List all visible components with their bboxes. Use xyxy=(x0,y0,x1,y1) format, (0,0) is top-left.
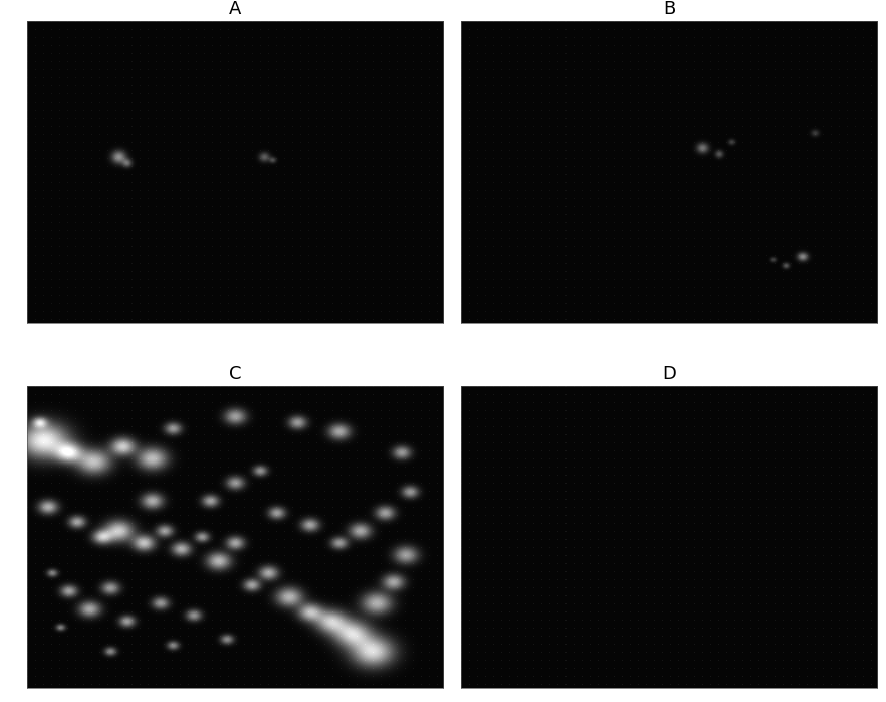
Text: D: D xyxy=(662,364,676,383)
Text: A: A xyxy=(229,0,241,18)
Text: C: C xyxy=(229,364,241,383)
Text: B: B xyxy=(663,0,675,18)
